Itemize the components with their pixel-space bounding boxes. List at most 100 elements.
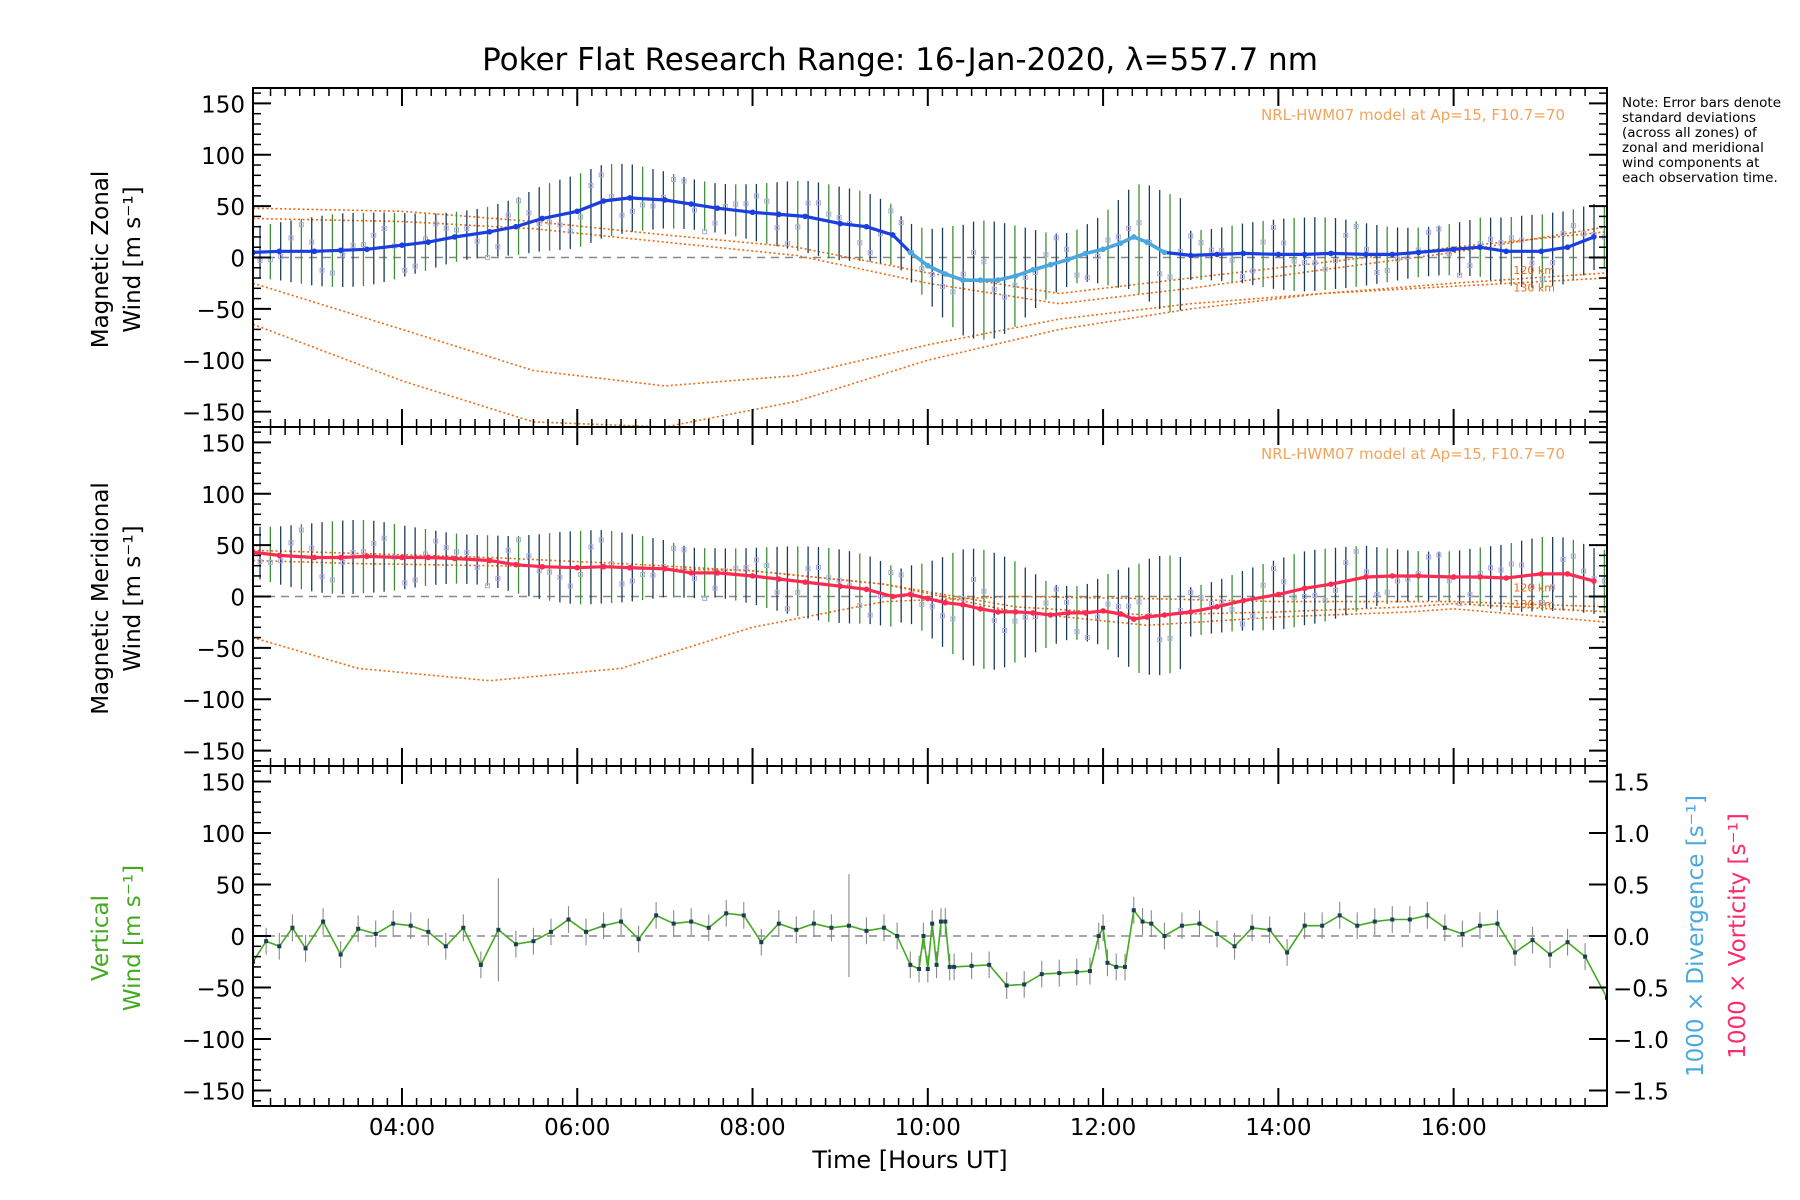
sample-point	[691, 207, 697, 213]
sample-point	[453, 227, 459, 233]
sample-point	[1384, 589, 1390, 595]
mean-wind-point	[1477, 574, 1483, 580]
sample-point	[526, 210, 532, 216]
right-tick-label: 1.0	[1613, 822, 1650, 848]
y-tick-label: 50	[216, 873, 245, 899]
sample-point	[278, 558, 284, 564]
right-tick-label: 0.0	[1613, 925, 1650, 951]
mean-wind-point	[1450, 246, 1457, 253]
mean-wind-point	[399, 242, 405, 248]
vertical-wind-point	[934, 962, 939, 967]
sample-point	[598, 172, 604, 178]
sample-point	[557, 222, 563, 228]
sample-point	[991, 617, 997, 623]
sample-point	[1219, 599, 1225, 605]
x-tick-label: 04:00	[369, 1115, 435, 1141]
vertical-wind-point	[947, 964, 952, 969]
sample-point	[857, 240, 863, 246]
mean-wind-point	[486, 229, 493, 235]
sample-point	[360, 242, 366, 248]
y-tick-label: −50	[196, 637, 245, 663]
sample-point	[267, 559, 273, 565]
sample-point	[1374, 592, 1380, 598]
vertical-wind-point	[1140, 919, 1145, 924]
sample-point	[898, 220, 904, 226]
mean-wind-point	[749, 209, 756, 216]
mean-wind-point	[513, 223, 519, 230]
sample-point	[960, 596, 966, 602]
mean-wind-point	[662, 565, 668, 572]
sample-point	[505, 212, 511, 218]
mean-wind-point	[1117, 611, 1124, 617]
vertical-wind-point	[1548, 952, 1553, 957]
mean-wind-point	[1538, 571, 1545, 577]
sample-point	[1095, 253, 1101, 259]
model-curve-1	[253, 277, 1607, 387]
sample-point	[474, 564, 480, 570]
vertical-wind-point	[930, 921, 935, 926]
sample-point	[536, 568, 542, 574]
sample-point	[1457, 600, 1463, 606]
sample-point	[1519, 237, 1525, 243]
sample-point	[1270, 565, 1276, 571]
sample-point	[257, 258, 263, 264]
mean-wind-point	[662, 197, 668, 203]
vertical-wind-point	[881, 925, 886, 930]
sample-point	[329, 577, 335, 583]
vertical-wind-point	[846, 923, 851, 928]
sample-point	[702, 229, 708, 235]
mean-wind-point	[574, 564, 581, 571]
sample-point	[1188, 590, 1194, 596]
vertical-wind-point	[776, 921, 781, 926]
sample-point	[826, 211, 832, 217]
mean-wind-point	[776, 576, 782, 582]
sample-point	[919, 265, 925, 271]
mean-wind-point	[837, 220, 843, 227]
vertical-wind-point	[1004, 983, 1009, 988]
mean-wind-point	[1030, 610, 1036, 616]
mean-wind-point	[688, 570, 694, 576]
sample-point	[1126, 225, 1132, 231]
y-tick-label: −100	[182, 349, 245, 375]
sample-point	[1436, 226, 1442, 232]
vertical-wind-point	[303, 946, 308, 951]
sample-point	[1260, 239, 1266, 245]
sample-point	[733, 565, 739, 571]
vertical-wind-point	[1087, 969, 1092, 974]
vertical-wind-point	[1302, 923, 1307, 928]
mean-wind-point	[574, 208, 581, 215]
sample-point	[526, 553, 532, 559]
sample-point	[1105, 601, 1111, 607]
sample-point	[629, 578, 635, 584]
sample-point	[1105, 237, 1111, 243]
sample-point	[940, 613, 946, 619]
vertical-wind-point	[338, 952, 343, 957]
x-tick-label: 14:00	[1245, 1115, 1311, 1141]
mean-wind-point	[1187, 609, 1194, 615]
vertical-wind-point	[1565, 940, 1570, 945]
sample-point	[588, 183, 594, 189]
sample-point	[1270, 224, 1276, 230]
sample-point	[1126, 603, 1132, 609]
sample-point	[1395, 578, 1401, 584]
y-tick-label: −150	[182, 740, 245, 766]
vertical-wind-point	[1122, 964, 1127, 969]
sample-point	[1064, 246, 1070, 252]
sample-point	[1198, 240, 1204, 246]
mean-wind-point	[1564, 244, 1571, 251]
mean-wind-point	[714, 570, 721, 576]
vertical-wind-point	[1477, 923, 1482, 928]
mean-wind-point	[1328, 250, 1334, 257]
sample-point	[795, 224, 801, 230]
mean-wind-point	[942, 599, 949, 606]
sample-point	[443, 545, 449, 551]
mean-wind-line-dynamic	[909, 235, 1166, 282]
mean-wind-point	[1240, 250, 1247, 257]
sample-point	[888, 570, 894, 576]
sample-point	[557, 574, 563, 580]
sample-point	[1198, 594, 1204, 600]
mean-wind-point	[425, 554, 432, 561]
sample-point	[350, 550, 356, 556]
vertical-wind-point	[1074, 970, 1079, 975]
vertical-wind-point	[1512, 950, 1517, 955]
